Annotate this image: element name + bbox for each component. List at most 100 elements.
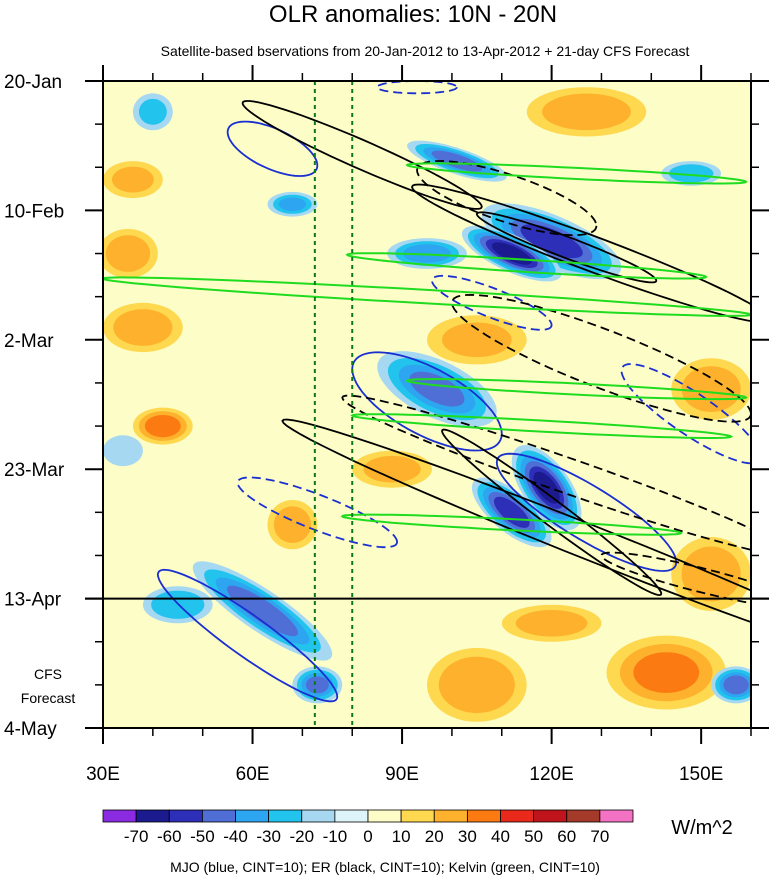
anomaly-feature [427, 315, 527, 365]
anomaly-level-fill [723, 675, 749, 695]
anomaly-level-fill [273, 506, 311, 543]
anomaly-feature [132, 407, 193, 445]
anomaly-feature [671, 358, 751, 420]
mjo-contour-negative [620, 363, 751, 465]
anomaly-level-fill [138, 98, 167, 125]
x-tick-label: 30E [86, 764, 120, 785]
y-tick-label: 20-Jan [4, 72, 62, 93]
y-tick-label: 13-Apr [4, 590, 62, 611]
anomaly-level-fill [103, 435, 143, 467]
er-contour-negative [416, 160, 598, 237]
mjo-contour-positive [495, 452, 678, 572]
y-axis: 20-Jan 10-Feb 2-Mar 23-Mar 13-Apr 4-May [4, 72, 769, 740]
kelvin-contour-positive [350, 413, 734, 439]
colorbar-swatch [102, 809, 137, 823]
colorbar-tick-label: 10 [392, 827, 411, 846]
anomaly-level-fill [409, 371, 465, 407]
anomaly-feature [377, 351, 497, 427]
anomaly-feature [427, 647, 527, 722]
chart-title: OLR anomalies: 10N - 20N [269, 1, 557, 28]
er-contour-positive [475, 211, 658, 284]
legend-caption: MJO (blue, CINT=10); ER (black, CINT=10)… [170, 859, 600, 875]
kelvin-contour-positive [340, 513, 683, 536]
anomaly-level-fill [542, 93, 631, 131]
colorbar-swatch [400, 809, 435, 823]
reference-longitude-lines [313, 81, 354, 728]
colorbar-swatch [334, 809, 369, 823]
anomaly-feature [267, 191, 318, 217]
colorbar-tick-label: 50 [524, 827, 543, 846]
anomaly-feature [661, 161, 722, 186]
x-tick-label: 120E [529, 764, 573, 785]
colorbar-tick-label: -50 [190, 827, 215, 846]
anomaly-feature [352, 450, 432, 488]
anomaly-feature [292, 666, 343, 704]
colorbar-tick-label: -60 [157, 827, 182, 846]
anomaly-feature [501, 604, 602, 642]
colorbar-tick-label: 30 [458, 827, 477, 846]
colorbar-swatch [301, 809, 336, 823]
forecast-label-line2: Forecast [21, 690, 76, 706]
anomaly-feature [711, 666, 751, 704]
colorbar-tick-label: 40 [491, 827, 510, 846]
anomaly-level-fill [515, 610, 588, 637]
x-tick-label: 150E [679, 764, 723, 785]
anomaly-level-fill [438, 656, 515, 714]
anomaly-feature [103, 161, 163, 199]
er-contour-positive [441, 428, 663, 597]
anomaly-feature [132, 93, 173, 131]
anomaly-level-fill [105, 235, 151, 272]
chart-subtitle: Satellite-based bservations from 20-Jan-… [161, 43, 690, 59]
colorbar-tick-label: -20 [289, 827, 314, 846]
colorbar-tick-label: -70 [124, 827, 149, 846]
colorbar-swatch [135, 809, 170, 823]
colorbar-tick-label: -40 [223, 827, 248, 846]
colorbar: -70 -60 -50 -40 -30 -20 -10 0 10 20 30 40 50 60 70 [102, 809, 634, 846]
anomaly-feature [471, 477, 552, 548]
mjo-contour-negative [236, 476, 399, 549]
anomaly-feature [606, 635, 727, 710]
colorbar-tick-label: 0 [363, 827, 372, 846]
anomaly-level-fill [520, 224, 583, 259]
er-contour-negative [341, 394, 751, 551]
colorbar-tick-label: 60 [557, 827, 576, 846]
anomaly-level-fill [113, 309, 173, 346]
colorbar-swatch [566, 809, 601, 823]
anomaly-feature [103, 302, 183, 353]
plot-area [85, 80, 769, 729]
anomaly-level-fill [431, 150, 483, 172]
anomaly-feature [103, 228, 158, 279]
mjo-contour-negative [431, 274, 553, 331]
anomaly-feature [461, 225, 562, 282]
y-tick-label: 23-Mar [4, 460, 65, 481]
anomaly-level-fill [681, 366, 741, 412]
colorbar-swatch [367, 809, 402, 823]
anomaly-level-fill [442, 322, 512, 358]
colorbar-swatch [533, 809, 568, 823]
kelvin-contour-positive [405, 162, 748, 185]
anomaly-level-fill [669, 164, 714, 183]
colorbar-swatch [201, 809, 236, 823]
kelvin-contour-positive [103, 276, 751, 317]
colorbar-swatch [433, 809, 468, 823]
colorbar-tick-label: 70 [590, 827, 609, 846]
anomaly-level-fill [363, 455, 421, 483]
anomaly-feature [192, 561, 333, 661]
anomaly-feature [267, 500, 318, 550]
anomaly-feature [103, 435, 143, 467]
anomaly-level-fill [633, 652, 700, 693]
colorbar-swatch [500, 809, 535, 823]
plot-frame [102, 80, 752, 729]
anomaly-level-fill [112, 166, 154, 193]
colorbar-tick-label: -30 [256, 827, 281, 846]
colorbar-tick-label: 20 [425, 827, 444, 846]
anomaly-feature [526, 87, 647, 137]
anomaly-level-fill [144, 415, 181, 438]
y-tick-label: 2-Mar [4, 331, 54, 352]
mjo-contour-positive [156, 568, 339, 703]
anomaly-feature [407, 140, 507, 182]
y-tick-label: 10-Feb [4, 201, 64, 222]
kelvin-contour-positive [405, 377, 748, 401]
colorbar-units: W/m^2 [671, 817, 733, 839]
